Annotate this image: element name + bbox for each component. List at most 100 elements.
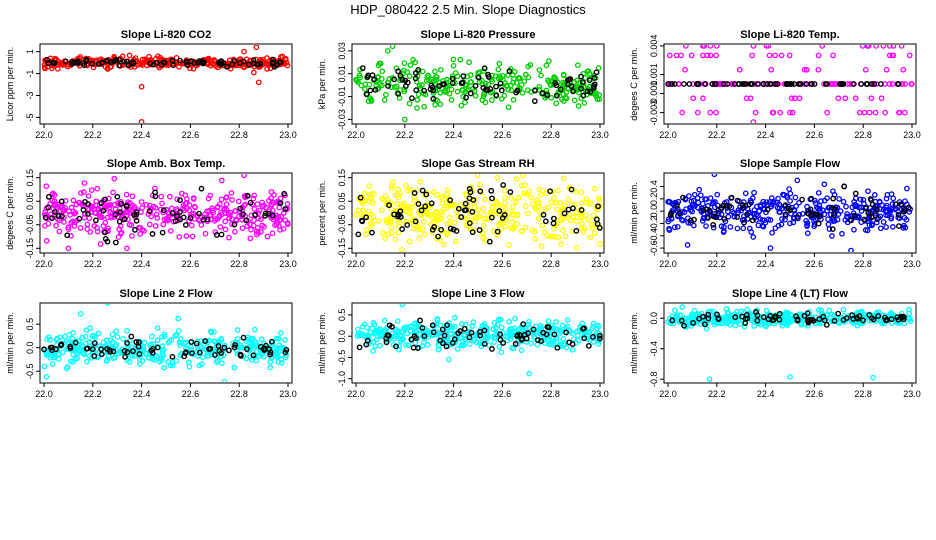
data-point bbox=[437, 89, 444, 96]
data-point bbox=[586, 70, 593, 77]
data-point bbox=[461, 325, 468, 332]
y-tick-label: 0.004 bbox=[649, 35, 659, 58]
data-point bbox=[898, 313, 905, 320]
x-tick-label: 22.6 bbox=[806, 259, 824, 269]
data-point bbox=[508, 195, 514, 201]
data-point bbox=[110, 189, 116, 196]
data-point bbox=[196, 349, 203, 356]
data-point bbox=[510, 79, 516, 86]
data-point bbox=[575, 103, 582, 109]
data-point bbox=[161, 364, 167, 371]
data-point bbox=[121, 58, 128, 65]
data-point bbox=[513, 176, 520, 182]
data-point bbox=[482, 80, 489, 87]
data-point bbox=[772, 52, 778, 59]
data-point bbox=[113, 57, 119, 63]
data-point bbox=[815, 66, 822, 73]
data-point bbox=[560, 91, 567, 98]
data-point bbox=[281, 190, 288, 197]
data-point bbox=[419, 343, 426, 349]
data-point bbox=[764, 206, 771, 213]
data-point bbox=[801, 81, 807, 87]
y-tick-label: -0.4 bbox=[649, 341, 659, 357]
data-point bbox=[514, 212, 521, 219]
data-point bbox=[240, 211, 247, 218]
data-point bbox=[519, 90, 526, 96]
data-point bbox=[751, 189, 757, 196]
data-point bbox=[480, 68, 487, 74]
data-point bbox=[825, 221, 832, 228]
data-point bbox=[732, 322, 739, 329]
data-point bbox=[502, 199, 508, 206]
data-point bbox=[283, 352, 289, 358]
data-point bbox=[863, 81, 870, 87]
data-point bbox=[412, 75, 419, 82]
data-point bbox=[671, 81, 678, 87]
data-points bbox=[353, 174, 603, 252]
data-point bbox=[534, 341, 541, 348]
data-point bbox=[397, 338, 404, 344]
data-point bbox=[53, 336, 60, 343]
data-point bbox=[428, 200, 435, 207]
data-point bbox=[722, 318, 729, 325]
x-tick-label: 22.4 bbox=[133, 130, 151, 140]
data-point bbox=[370, 348, 376, 354]
data-point bbox=[405, 342, 412, 349]
data-point bbox=[167, 193, 173, 200]
data-point bbox=[373, 329, 380, 336]
data-point bbox=[419, 187, 426, 194]
x-tick-label: 22.8 bbox=[230, 389, 248, 399]
data-point bbox=[438, 226, 444, 233]
data-point bbox=[481, 340, 488, 347]
data-point bbox=[898, 201, 904, 208]
data-point bbox=[489, 195, 495, 202]
data-point bbox=[560, 79, 566, 86]
data-point bbox=[131, 353, 138, 359]
data-point bbox=[794, 214, 801, 220]
data-point bbox=[450, 56, 457, 63]
data-point bbox=[787, 207, 793, 214]
x-tick-label: 22.0 bbox=[659, 389, 677, 399]
data-point bbox=[477, 328, 483, 335]
data-point bbox=[686, 193, 692, 199]
data-point bbox=[363, 214, 370, 221]
data-point bbox=[769, 229, 775, 236]
data-point bbox=[52, 212, 59, 218]
data-point bbox=[167, 228, 174, 234]
data-point bbox=[395, 186, 401, 193]
data-point bbox=[124, 245, 130, 252]
data-point bbox=[116, 62, 123, 69]
data-point bbox=[713, 52, 720, 59]
data-point bbox=[849, 204, 856, 211]
data-point bbox=[496, 343, 503, 350]
data-point bbox=[782, 202, 789, 209]
data-point bbox=[787, 109, 793, 116]
data-point bbox=[355, 231, 362, 238]
data-point bbox=[553, 92, 560, 99]
data-point bbox=[803, 81, 810, 87]
plot-frame bbox=[663, 172, 917, 254]
data-point bbox=[41, 346, 47, 353]
data-point bbox=[418, 207, 425, 214]
data-point bbox=[385, 231, 391, 237]
data-point bbox=[244, 223, 250, 229]
data-point bbox=[202, 230, 209, 237]
x-tick-label: 22.8 bbox=[542, 259, 560, 269]
plot-frame bbox=[39, 302, 293, 384]
data-point bbox=[177, 57, 183, 64]
x-tick-label: 22.6 bbox=[494, 259, 512, 269]
data-point bbox=[152, 223, 159, 229]
data-point bbox=[446, 82, 452, 89]
data-point bbox=[248, 226, 254, 233]
data-point bbox=[520, 326, 526, 333]
data-point bbox=[720, 229, 727, 236]
data-point bbox=[191, 60, 198, 66]
chart-panel-5: Slope Gas Stream RH 22.0 22.2 22.4 22.6 22.8 2… bbox=[317, 158, 609, 269]
data-point bbox=[734, 197, 741, 204]
x-tick-label: 23.0 bbox=[591, 259, 609, 269]
data-point bbox=[460, 93, 466, 100]
data-point bbox=[553, 82, 560, 89]
data-point bbox=[462, 200, 469, 207]
data-point bbox=[502, 223, 509, 230]
data-point bbox=[60, 349, 66, 356]
